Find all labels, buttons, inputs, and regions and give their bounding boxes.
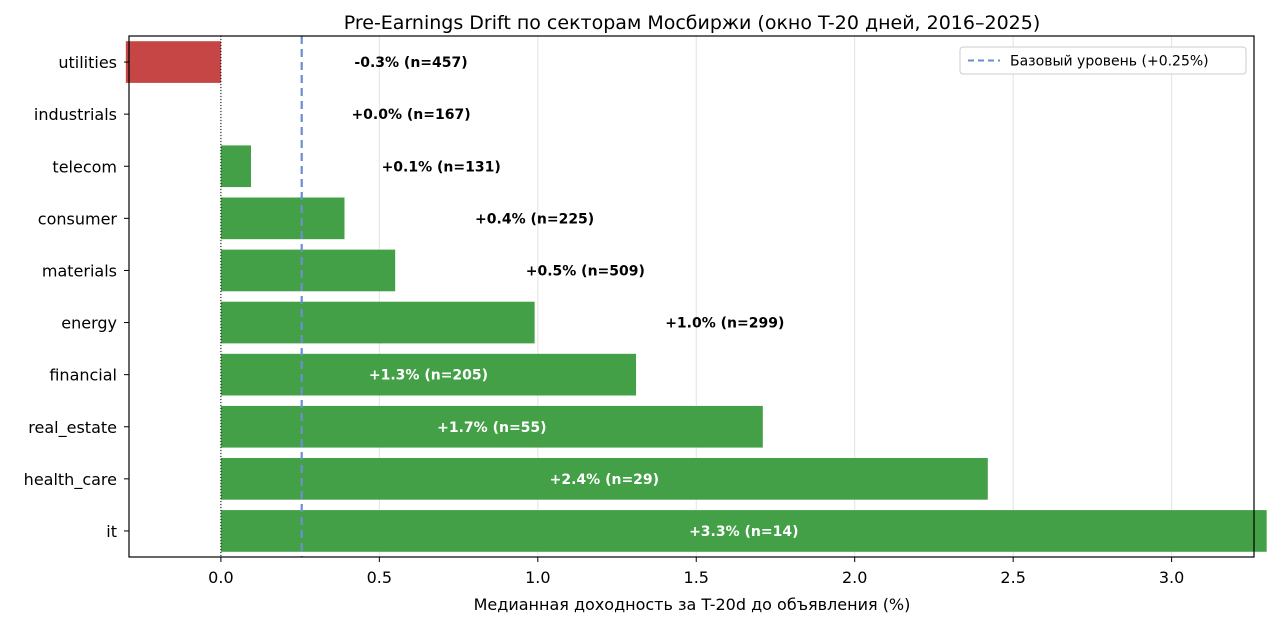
value-label-consumer: +0.4% (n=225): [475, 211, 594, 227]
y-tick-label-materials: materials: [42, 261, 117, 280]
y-tick-label-utilities: utilities: [58, 53, 117, 72]
y-tick-label-it: it: [106, 522, 117, 541]
y-tick-label-consumer: consumer: [38, 209, 118, 228]
value-label-telecom: +0.1% (n=131): [382, 159, 501, 175]
y-tick-label-energy: energy: [61, 314, 117, 333]
y-tick-label-industrials: industrials: [34, 105, 117, 124]
value-label-health_care: +2.4% (n=29): [550, 472, 659, 488]
bar-it: [220, 510, 1267, 552]
bar-health_care: [220, 458, 988, 500]
x-tick-label: 3.0: [1159, 568, 1184, 587]
x-tick-label: 2.5: [1000, 568, 1025, 587]
bar-real_estate: [220, 405, 763, 448]
y-tick-label-telecom: telecom: [52, 157, 117, 176]
bar-materials: [220, 249, 396, 292]
x-tick-label: 1.0: [525, 568, 550, 587]
value-labels: -0.3% (n=457) +0.0% (n=167) +0.1% (n=131) +…: [351, 55, 798, 540]
bar-utilities: [125, 41, 221, 83]
value-label-materials: +0.5% (n=509): [526, 263, 645, 279]
value-label-real_estate: +1.7% (n=55): [437, 420, 546, 436]
x-tick-label: 1.5: [684, 568, 709, 587]
y-tick-label-health_care: health_care: [24, 470, 117, 490]
x-tick-label: 2.0: [842, 568, 867, 587]
x-tick-label: 0.0: [208, 568, 233, 587]
chart-title: Pre-Earnings Drift по секторам Мосбиржи …: [344, 12, 1041, 34]
bars: [125, 41, 1267, 552]
grid-lines: [220, 36, 1173, 557]
legend-label: Базовый уровень (+0.25%): [1010, 54, 1209, 70]
legend: Базовый уровень (+0.25%): [959, 46, 1247, 75]
plot-frame: [128, 35, 1255, 558]
x-axis-label: Медианная доходность за T-20d до объявле…: [474, 595, 911, 614]
value-label-industrials: +0.0% (n=167): [351, 107, 470, 123]
y-tick-label-financial: financial: [49, 366, 117, 385]
value-label-utilities: -0.3% (n=457): [354, 55, 467, 71]
value-label-energy: +1.0% (n=299): [665, 316, 784, 332]
x-axis: 0.0 0.5 1.0 1.5 2.0 2.5 3.0: [208, 557, 1184, 587]
bar-consumer: [220, 197, 345, 240]
value-label-financial: +1.3% (n=205): [369, 368, 488, 384]
bar-energy: [220, 301, 535, 344]
bar-financial: [220, 353, 637, 396]
y-axis: utilities industrials telecom consumer mater…: [24, 53, 129, 541]
legend-box: [959, 46, 1247, 75]
bar-telecom: [220, 145, 252, 188]
x-tick-label: 0.5: [367, 568, 392, 587]
y-tick-label-real_estate: real_estate: [28, 418, 117, 438]
value-label-it: +3.3% (n=14): [689, 524, 798, 540]
